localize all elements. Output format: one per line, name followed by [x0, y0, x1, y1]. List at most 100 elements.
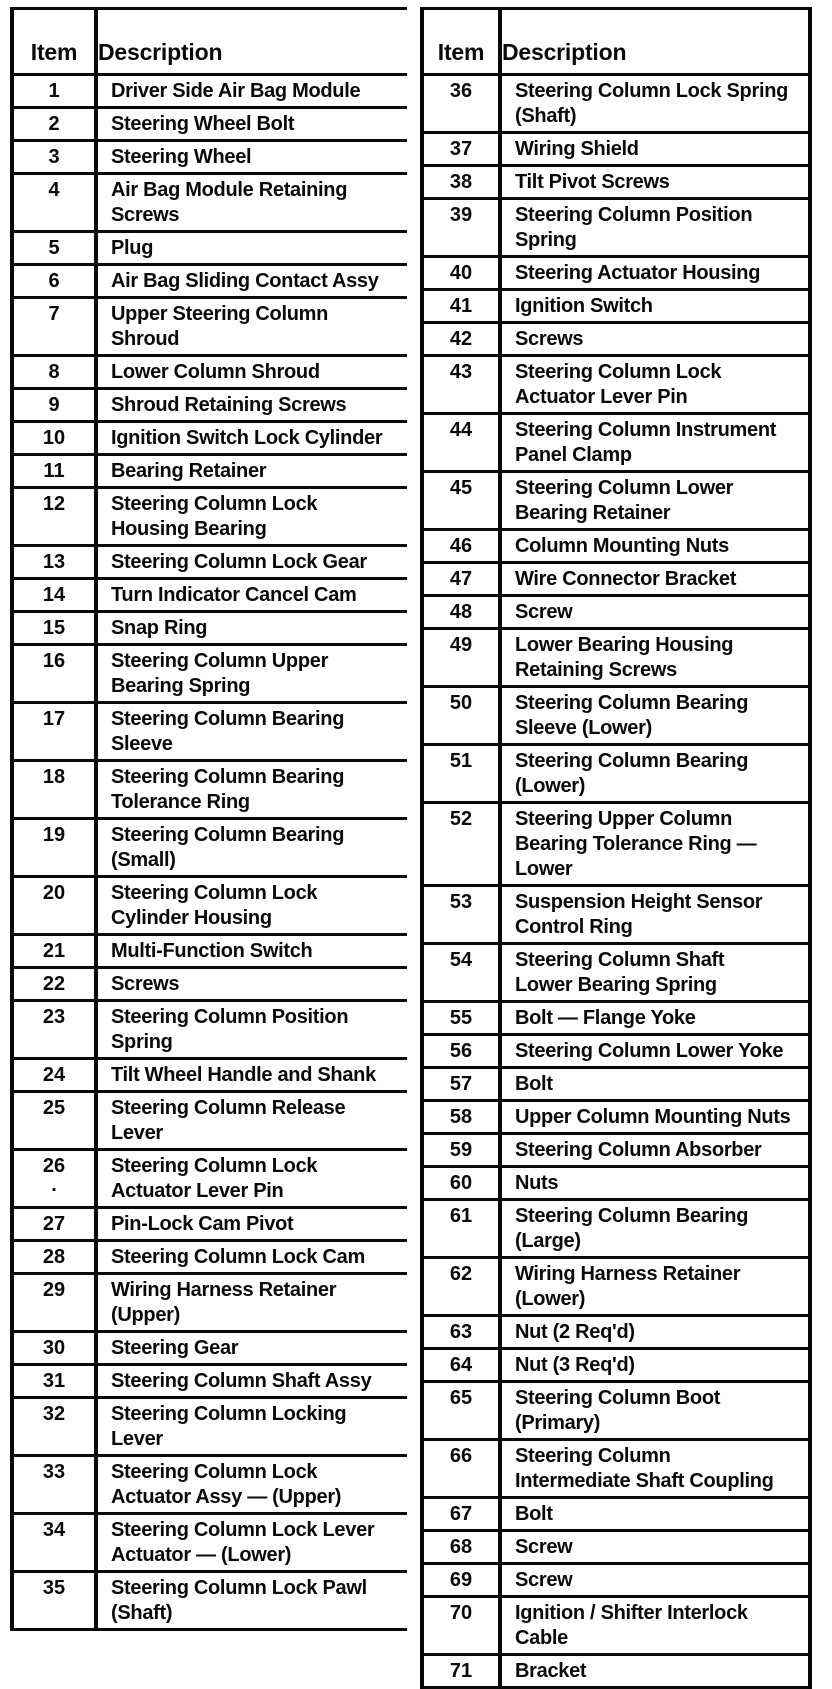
- item-description-cell: Steering Gear: [94, 1330, 407, 1366]
- item-number: 24: [42, 1064, 66, 1086]
- table-row: 14 Turn Indicator Cancel Cam: [10, 577, 407, 613]
- item-number-cell: 47: [420, 561, 502, 597]
- item-number: 13: [42, 551, 66, 573]
- item-number-cell: 21: [10, 933, 98, 969]
- column-header-item: Item: [10, 7, 98, 76]
- item-number-cell: 32: [10, 1396, 98, 1457]
- table-row: 34 Steering Column Lock Lever Actuator — …: [10, 1512, 407, 1573]
- item-number: 12: [42, 493, 66, 515]
- item-number: 64: [449, 1354, 473, 1376]
- table-row: 13 Steering Column Lock Gear: [10, 544, 407, 580]
- item-description-cell: Steering Wheel: [94, 139, 407, 175]
- item-description-cell: Tilt Pivot Screws: [498, 164, 812, 200]
- item-number: 21: [42, 940, 66, 962]
- item-description-cell: Steering Column Lock Actuator Lever Pin: [94, 1148, 407, 1209]
- item-number: 58: [449, 1106, 473, 1128]
- item-number-cell: 11: [10, 453, 98, 489]
- column-header-item: Item: [420, 7, 502, 76]
- item-number-cell: 67: [420, 1496, 502, 1532]
- item-description-cell: Steering Column Bearing (Small): [94, 817, 407, 878]
- table-row: 11 Bearing Retainer: [10, 453, 407, 489]
- item-description-cell: Bearing Retainer: [94, 453, 407, 489]
- table-row: 20 Steering Column Lock Cylinder Housing: [10, 875, 407, 936]
- item-description-cell: Steering Actuator Housing: [498, 255, 812, 291]
- item-description-cell: Air Bag Sliding Contact Assy: [94, 263, 407, 299]
- table-row: 19 Steering Column Bearing (Small): [10, 817, 407, 878]
- item-number-cell: 9: [10, 387, 98, 423]
- item-number-cell: 6: [10, 263, 98, 299]
- item-number: 31: [42, 1370, 66, 1392]
- item-number: 63: [449, 1321, 473, 1343]
- table-row: 3 Steering Wheel: [10, 139, 407, 175]
- item-number: 42: [449, 328, 473, 350]
- item-description-cell: Plug: [94, 230, 407, 266]
- item-description-cell: Steering Column Instrument Panel Clamp: [498, 412, 812, 473]
- item-description-cell: Steering Column Boot (Primary): [498, 1380, 812, 1441]
- item-number: 1: [48, 80, 60, 102]
- item-number: 18: [42, 766, 66, 788]
- item-number: 6: [48, 270, 60, 292]
- item-description-cell: Steering Column Bearing Sleeve (Lower): [498, 685, 812, 746]
- item-number: 59: [449, 1139, 473, 1161]
- item-number: 36: [449, 80, 473, 102]
- item-number-cell: 66: [420, 1438, 502, 1499]
- item-description-cell: Snap Ring: [94, 610, 407, 646]
- table-row: 23 Steering Column Position Spring: [10, 999, 407, 1060]
- item-description-cell: Air Bag Module Retaining Screws: [94, 172, 407, 233]
- item-description-cell: Steering Column Lock Spring (Shaft): [498, 73, 812, 134]
- table-row: 22 Screws: [10, 966, 407, 1002]
- item-number: 71: [449, 1660, 473, 1682]
- item-description-cell: Steering Column Lock Gear: [94, 544, 407, 580]
- item-description-cell: Steering Column Lock Pawl (Shaft): [94, 1570, 407, 1631]
- item-number-cell: 54: [420, 942, 502, 1003]
- item-number: 25: [42, 1097, 66, 1119]
- item-number-cell: 26.: [10, 1148, 98, 1209]
- item-number-cell: 69: [420, 1562, 502, 1598]
- item-number-cell: 52: [420, 801, 502, 887]
- table-row: 43 Steering Column Lock Actuator Lever Pi…: [420, 354, 812, 415]
- item-number-cell: 53: [420, 884, 502, 945]
- table-row: 44 Steering Column Instrument Panel Clamp: [420, 412, 812, 473]
- item-number-cell: 64: [420, 1347, 502, 1383]
- item-number: 5: [48, 237, 60, 259]
- item-description-cell: Steering Column Shaft Lower Bearing Spri…: [498, 942, 812, 1003]
- item-number-cell: 63: [420, 1314, 502, 1350]
- table-row: 1 Driver Side Air Bag Module: [10, 73, 407, 109]
- item-number-cell: 38: [420, 164, 502, 200]
- item-description-cell: Wire Connector Bracket: [498, 561, 812, 597]
- item-number-cell: 49: [420, 627, 502, 688]
- item-number-cell: 12: [10, 486, 98, 547]
- item-number: 10: [42, 427, 66, 449]
- table-row: 54 Steering Column Shaft Lower Bearing Sp…: [420, 942, 812, 1003]
- table-row: 12 Steering Column Lock Housing Bearing: [10, 486, 407, 547]
- item-number: 65: [449, 1387, 473, 1409]
- item-description-cell: Wiring Shield: [498, 131, 812, 167]
- item-number-cell: 51: [420, 743, 502, 804]
- table-row: 5 Plug: [10, 230, 407, 266]
- item-number: 11: [43, 460, 65, 482]
- item-description-cell: Steering Column Bearing Sleeve: [94, 701, 407, 762]
- item-number: 68: [449, 1536, 473, 1558]
- item-description-cell: Steering Column Locking Lever: [94, 1396, 407, 1457]
- item-number-cell: 31: [10, 1363, 98, 1399]
- item-number-cell: 44: [420, 412, 502, 473]
- parts-table-body: 1 Driver Side Air Bag Module 2 Steering Whe…: [10, 73, 407, 1631]
- table-row: 7 Upper Steering Column Shroud: [10, 296, 407, 357]
- item-number: 2: [48, 113, 60, 135]
- item-number: 53: [449, 891, 473, 913]
- item-number: 27: [42, 1213, 66, 1235]
- item-number-cell: 70: [420, 1595, 502, 1656]
- table-row: 33 Steering Column Lock Actuator Assy — (…: [10, 1454, 407, 1515]
- item-number-cell: 23: [10, 999, 98, 1060]
- item-number-cell: 14: [10, 577, 98, 613]
- item-number-cell: 1: [10, 73, 98, 109]
- item-description-cell: Steering Column Position Spring: [498, 197, 812, 258]
- item-number: 61: [449, 1205, 473, 1227]
- column-header-description: Description: [498, 7, 812, 76]
- item-description-cell: Screw: [498, 594, 812, 630]
- table-row: 55 Bolt — Flange Yoke: [420, 1000, 812, 1036]
- item-number-cell: 62: [420, 1256, 502, 1317]
- item-number: 20: [42, 882, 66, 904]
- table-row: 40 Steering Actuator Housing: [420, 255, 812, 291]
- table-row: 10 Ignition Switch Lock Cylinder: [10, 420, 407, 456]
